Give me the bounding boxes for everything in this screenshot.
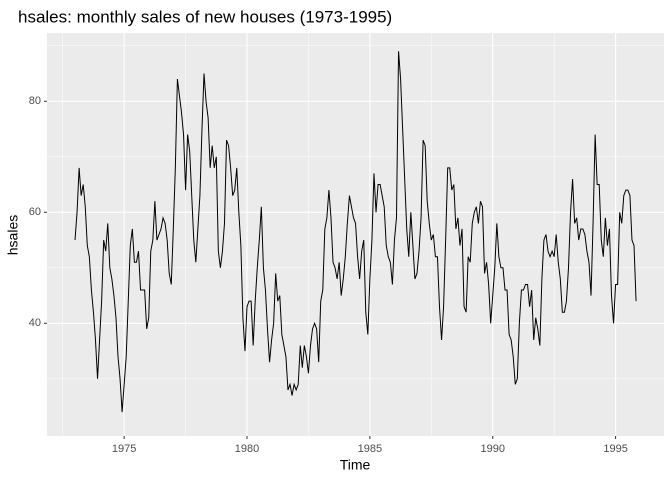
y-tick-label: 80 bbox=[29, 95, 41, 107]
x-tick-label: 1985 bbox=[358, 443, 382, 455]
y-tick-label: 40 bbox=[29, 317, 41, 329]
x-tick-label: 1990 bbox=[480, 443, 504, 455]
panel bbox=[47, 33, 664, 436]
y-axis-label: hsales bbox=[5, 215, 21, 255]
x-tick-label: 1995 bbox=[603, 443, 627, 455]
line bbox=[74, 51, 637, 413]
chart-title: hsales: monthly sales of new houses (197… bbox=[18, 7, 392, 26]
x-tick-label: 1980 bbox=[235, 443, 259, 455]
x-tick-label: 1975 bbox=[112, 443, 136, 455]
x-axis-label: Time bbox=[340, 457, 371, 473]
y-tick-label: 60 bbox=[29, 206, 41, 218]
